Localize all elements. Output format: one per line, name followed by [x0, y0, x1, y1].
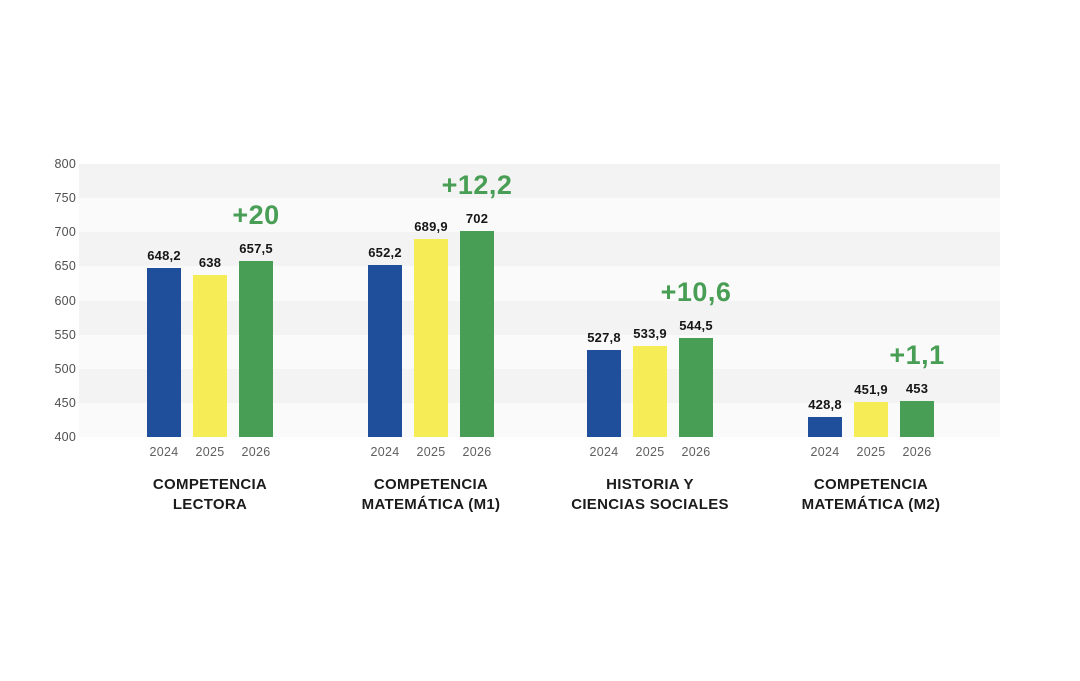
y-axis-tick-label: 450 [54, 395, 76, 410]
bar-value-label: 453 [905, 380, 929, 396]
y-axis-tick-label: 750 [54, 191, 76, 206]
y-axis-tick-label: 800 [54, 157, 76, 171]
bar-group: 527,8 2024 533,9 2025 544,5 2026 +10,6 HISTORIA… [571, 164, 731, 513]
bar-2026 [679, 338, 713, 437]
y-axis-tick-label: 600 [54, 293, 76, 308]
y-axis-tick-label: 550 [54, 327, 76, 342]
category-label-line: MATEMÁTICA (M1) [361, 496, 501, 513]
bar-2025 [633, 345, 667, 437]
x-axis-year-label: 2024 [810, 445, 840, 459]
x-axis-year-label: 2025 [195, 445, 225, 459]
category-label-line: COMPETENCIA [152, 476, 268, 493]
bar-2024 [147, 267, 181, 437]
bar-2024 [808, 417, 842, 437]
bar-value-label: 652,2 [368, 244, 402, 260]
y-axis-tick-label: 650 [54, 259, 76, 274]
grid-band [79, 198, 1000, 233]
grid-band [79, 300, 1000, 335]
bar-2026 [460, 230, 494, 437]
y-axis-tick-label: 500 [54, 361, 76, 376]
bar-2025 [854, 401, 888, 437]
bar-value-label: 702 [465, 210, 489, 226]
plot-area: 648,2 2024 638 2025 657,5 2026 +20 COMPETENCIA L… [79, 164, 1000, 513]
y-axis-tick-label: 700 [54, 225, 76, 240]
category-label: COMPETENCIA MATEMÁTICA (M2) [802, 475, 941, 515]
category-label: HISTORIA Y CIENCIAS SOCIALES [571, 475, 729, 515]
bar-value-label: 451,9 [854, 381, 888, 397]
bar-value-label: 657,5 [239, 241, 273, 257]
bar-2024 [368, 264, 402, 437]
category-label-line: CIENCIAS SOCIALES [571, 496, 729, 513]
x-axis-year-label: 2025 [635, 445, 665, 459]
bar-value-label: 689,9 [414, 219, 448, 235]
bar-value-label: 544,5 [679, 318, 713, 334]
bar-value-label: 638 [198, 254, 222, 270]
grid-band [79, 368, 1000, 403]
bar-2026 [900, 400, 934, 437]
bar-2025 [414, 239, 448, 437]
category-label: COMPETENCIA MATEMÁTICA (M1) [362, 475, 501, 515]
bar-group: 648,2 2024 638 2025 657,5 2026 +20 COMPETENCIA L… [147, 164, 279, 513]
grid-band [79, 266, 1000, 301]
category-label: COMPETENCIA LECTORA [153, 475, 267, 515]
category-label-line: HISTORIA Y [606, 476, 694, 493]
grid-band [79, 164, 1000, 199]
bar-value-label: 428,8 [808, 397, 842, 413]
bar-2024 [587, 349, 621, 437]
bar-value-label: 527,8 [587, 329, 621, 345]
delta-annotation: +12,2 [441, 169, 513, 200]
grid-band [79, 334, 1000, 369]
category-label-line: MATEMÁTICA (M2) [801, 496, 941, 513]
category-label-line: LECTORA [172, 496, 248, 513]
category-label-line: COMPETENCIA [373, 476, 489, 493]
grid-band [79, 232, 1000, 267]
delta-annotation: +10,6 [660, 277, 732, 308]
bar-group: 428,8 2024 451,9 2025 453 2026 +1,1 COMPETENCIA… [802, 164, 944, 513]
bar-2025 [193, 274, 227, 437]
delta-annotation: +20 [232, 200, 280, 231]
bar-2026 [239, 261, 273, 437]
x-axis-year-label: 2026 [902, 445, 932, 459]
x-axis-year-label: 2025 [856, 445, 886, 459]
x-axis-year-label: 2024 [149, 445, 179, 459]
x-axis-year-label: 2024 [370, 445, 400, 459]
bar-value-label: 648,2 [147, 247, 181, 263]
x-axis-year-label: 2024 [589, 445, 619, 459]
bar-value-label: 533,9 [633, 325, 667, 341]
y-axis-tick-label: 400 [54, 430, 76, 444]
grid-band [79, 402, 1000, 437]
x-axis-year-label: 2026 [681, 445, 711, 459]
bar-group: 652,2 2024 689,9 2025 702 2026 +12,2 COMPETENCI… [362, 164, 512, 513]
delta-annotation: +1,1 [889, 339, 945, 370]
category-label-line: COMPETENCIA [813, 476, 929, 493]
x-axis-year-label: 2026 [241, 445, 271, 459]
x-axis-year-label: 2026 [462, 445, 492, 459]
x-axis-year-label: 2025 [416, 445, 446, 459]
